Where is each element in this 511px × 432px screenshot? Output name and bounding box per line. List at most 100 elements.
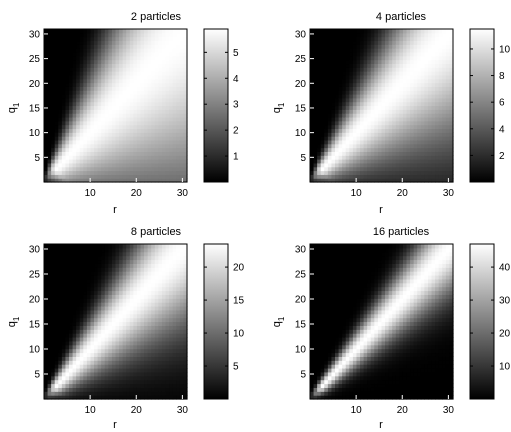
heatmap-cell <box>76 302 81 307</box>
heatmap-cell <box>122 275 127 280</box>
heatmap-cell <box>51 132 56 137</box>
heatmap-cell <box>161 71 167 76</box>
heatmap-cell <box>413 128 418 133</box>
heatmap-cell <box>438 120 443 126</box>
heatmap-cell <box>58 44 63 49</box>
heatmap-cell <box>431 162 436 168</box>
heatmap-cell <box>119 333 124 338</box>
heatmap-cell <box>122 124 127 130</box>
heatmap-cell <box>420 101 425 107</box>
heatmap-cell <box>51 44 56 49</box>
heatmap-cell <box>438 166 443 172</box>
heatmap-cell <box>410 147 415 152</box>
heatmap-cell <box>370 101 375 107</box>
heatmap-cell <box>111 174 117 179</box>
heatmap-cell <box>435 101 440 107</box>
heatmap-cell <box>51 36 56 42</box>
heatmap-cell <box>154 340 159 346</box>
heatmap-cell <box>176 170 181 175</box>
heatmap-cell <box>54 97 59 103</box>
heatmap-cell <box>154 174 159 179</box>
heatmap-cell <box>147 391 152 396</box>
heatmap-cell <box>61 178 67 183</box>
heatmap-cell <box>367 132 372 137</box>
heatmap-cell <box>86 90 92 95</box>
heatmap-cell <box>338 170 343 175</box>
heatmap-cell <box>140 294 145 299</box>
heatmap-cell <box>445 166 451 172</box>
heatmap-cell <box>313 97 318 103</box>
heatmap-cell <box>313 155 318 160</box>
heatmap-cell <box>352 32 358 38</box>
heatmap-cell <box>435 40 440 45</box>
heatmap-cell <box>69 302 74 307</box>
heatmap-cell <box>144 36 149 42</box>
heatmap-cell <box>72 340 77 346</box>
heatmap-cell <box>320 78 325 84</box>
heatmap-cell <box>83 132 88 137</box>
heatmap-cell <box>331 159 336 164</box>
heatmap-cell <box>399 174 404 179</box>
heatmap-cell <box>320 267 325 272</box>
heatmap-cell <box>324 155 329 160</box>
heatmap-cell <box>158 143 163 149</box>
heatmap-cell <box>154 271 159 276</box>
heatmap-cell <box>115 298 120 303</box>
heatmap-cell <box>413 116 418 122</box>
heatmap-cell <box>374 94 379 99</box>
heatmap-cell <box>388 29 393 34</box>
heatmap-cell <box>51 74 56 80</box>
heatmap-cell <box>176 143 181 149</box>
heatmap-cell <box>86 82 92 87</box>
heatmap-cell <box>54 44 59 49</box>
heatmap-cell <box>165 97 170 103</box>
heatmap-cell <box>115 29 120 34</box>
heatmap-cell <box>349 48 354 53</box>
heatmap-cell <box>133 368 138 373</box>
heatmap-cell <box>65 101 70 107</box>
heatmap-cell <box>65 63 70 68</box>
heatmap-cell <box>101 78 106 84</box>
heatmap-cell <box>115 113 120 118</box>
heatmap-cell <box>420 166 425 172</box>
heatmap-cell <box>140 387 145 392</box>
heatmap-cell <box>442 36 447 42</box>
heatmap-cell <box>445 29 451 34</box>
heatmap-cell <box>119 340 124 346</box>
heatmap-cell <box>129 244 134 249</box>
heatmap-cell <box>317 59 322 65</box>
heatmap-cell <box>313 267 318 272</box>
heatmap-cell <box>140 120 145 126</box>
y-axis-label: q1 <box>6 316 21 327</box>
heatmap-cell <box>179 67 185 72</box>
heatmap-cell <box>144 159 149 164</box>
panel-title: 2 particles <box>131 11 182 23</box>
heatmap-cell <box>410 116 415 122</box>
heatmap-cell <box>377 178 383 183</box>
heatmap-cell <box>310 352 315 357</box>
heatmap-cell <box>165 387 170 392</box>
heatmap-cell <box>431 139 436 145</box>
heatmap-cell <box>51 63 56 68</box>
heatmap-cell <box>44 71 49 76</box>
heatmap-cell <box>420 147 425 152</box>
heatmap-cell <box>165 321 170 326</box>
heatmap-cell <box>420 55 425 61</box>
heatmap-cell <box>144 55 149 61</box>
heatmap-cell <box>317 333 322 338</box>
heatmap-cell <box>97 325 102 330</box>
heatmap-cell <box>449 44 454 49</box>
heatmap-cell <box>126 55 131 61</box>
heatmap-cell <box>367 120 372 126</box>
heatmap-cell <box>147 387 152 392</box>
heatmap-cell <box>424 71 429 76</box>
heatmap-cell <box>126 32 131 38</box>
heatmap-cell <box>331 59 336 65</box>
heatmap-cell <box>445 128 451 133</box>
heatmap-cell <box>320 356 325 361</box>
heatmap-cell <box>370 116 375 122</box>
heatmap-cell <box>69 147 74 152</box>
heatmap-cell <box>54 309 59 315</box>
heatmap-cell <box>327 97 333 103</box>
heatmap-cell <box>69 368 74 373</box>
